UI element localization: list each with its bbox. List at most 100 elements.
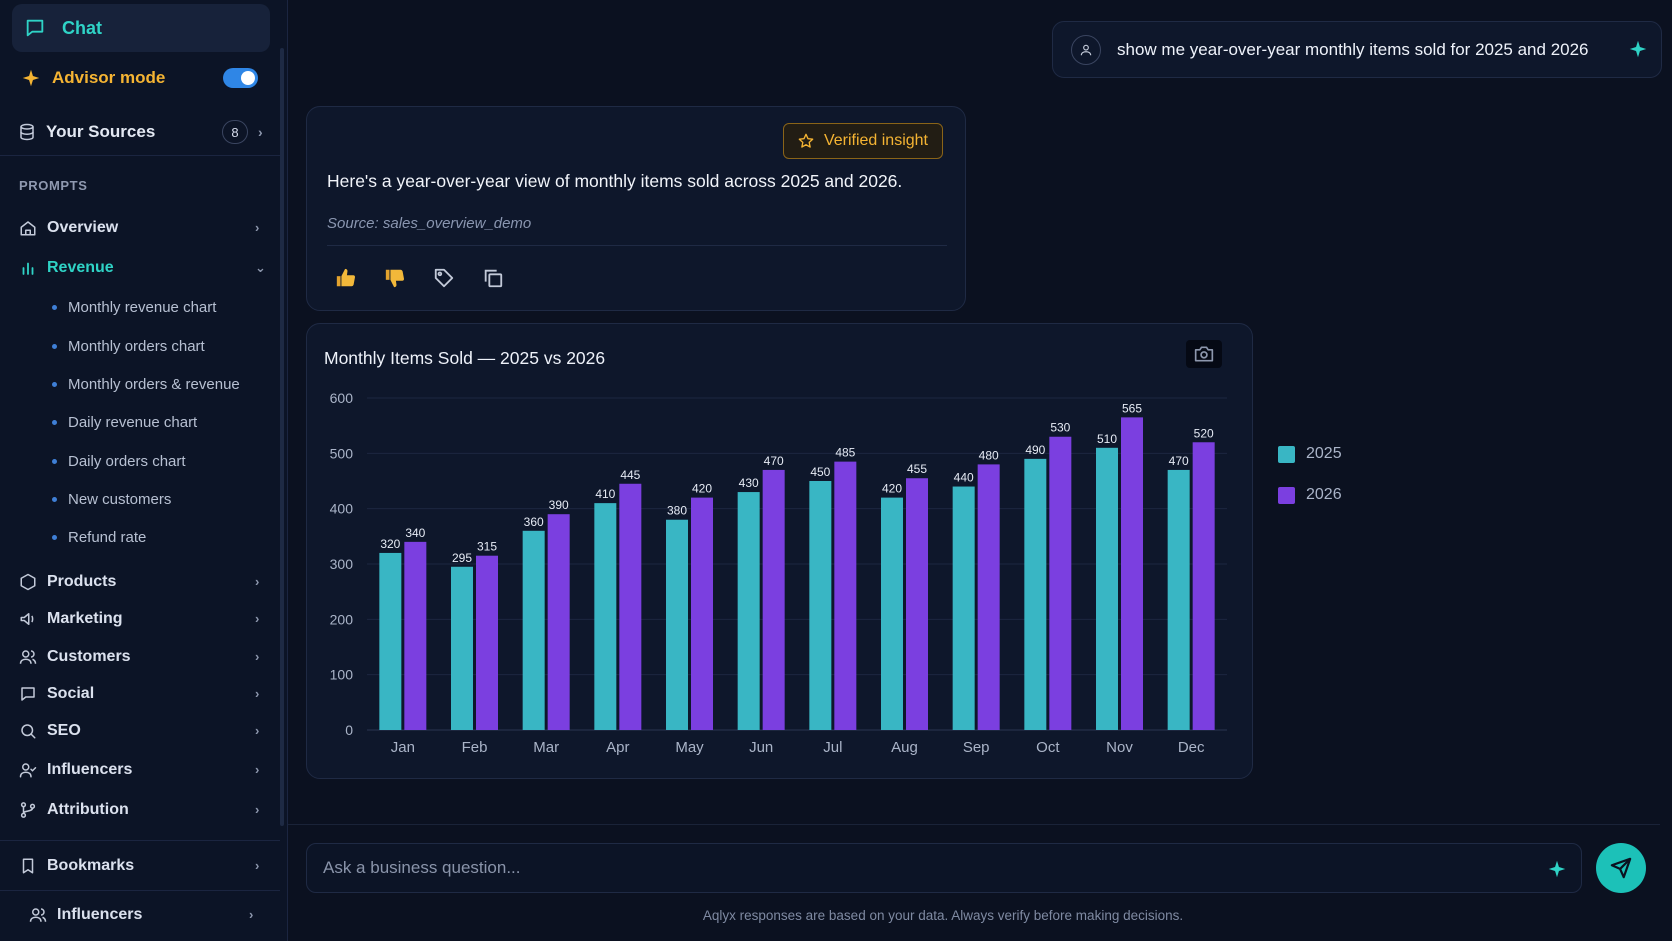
tag-button[interactable]: [431, 265, 457, 291]
bar-2025-jul: [809, 481, 832, 730]
chevron-right-icon: ›: [255, 574, 260, 589]
sidebar-item-label: Bookmarks: [47, 857, 135, 874]
thumbs-up-icon: [336, 268, 356, 287]
sidebar-divider: [0, 155, 280, 156]
data-label: 480: [979, 448, 999, 462]
verified-insight-badge: Verified insight: [782, 123, 943, 159]
bar-2025-oct: [1024, 458, 1047, 730]
chevron-right-icon: ›: [255, 686, 260, 701]
y-tick-label: 400: [330, 501, 354, 517]
data-label: 380: [667, 504, 687, 518]
x-tick-label: Oct: [1036, 739, 1060, 756]
data-label: 430: [739, 476, 759, 490]
send-icon: [1610, 857, 1632, 879]
bar-2025-may: [666, 519, 688, 730]
sparkle-icon[interactable]: [1548, 860, 1566, 878]
bar-2026-apr: [619, 483, 642, 730]
bullet-dot: [52, 343, 57, 349]
data-label: 420: [692, 482, 712, 496]
your-sources-button[interactable]: Your Sources 8 ›: [0, 116, 280, 148]
sidebar-item-label: Influencers: [57, 906, 143, 923]
sidebar-item-overview[interactable]: Overview ›: [0, 211, 280, 245]
legend-item-2025[interactable]: 2025: [1278, 444, 1342, 464]
sidebar-item-attribution[interactable]: Attribution ›: [0, 793, 280, 827]
bar-2025-apr: [594, 503, 617, 730]
user-avatar: [1071, 34, 1101, 65]
y-tick-label: 500: [330, 445, 354, 461]
user-message-bubble: show me year-over-year monthly items sol…: [1052, 21, 1662, 78]
prompt-daily-orders-chart[interactable]: Daily orders chart: [52, 446, 186, 476]
data-label: 470: [1169, 454, 1189, 468]
sidebar-item-revenue[interactable]: Revenue ⌄: [0, 251, 280, 285]
prompts-heading: PROMPTS: [19, 178, 88, 193]
x-tick-label: Aug: [891, 739, 918, 756]
prompt-label: Monthly orders chart: [68, 337, 205, 355]
bar-2026-sep: [977, 464, 1000, 730]
copy-icon: [484, 269, 503, 288]
thumbs-up-button[interactable]: [333, 265, 359, 291]
screenshot-button[interactable]: [1186, 340, 1222, 368]
chevron-right-icon: ›: [258, 124, 263, 140]
sidebar-item-social[interactable]: Social ›: [0, 677, 280, 711]
sidebar-item-customers[interactable]: Customers ›: [0, 640, 280, 674]
sidebar-item-seo[interactable]: SEO ›: [0, 714, 280, 748]
advisor-mode-row: Advisor mode: [0, 62, 280, 94]
users-icon: [29, 908, 47, 922]
sidebar-item-bookmarks[interactable]: Bookmarks ›: [0, 849, 280, 883]
prompt-label: Refund rate: [68, 528, 147, 546]
sidebar-item-products[interactable]: Products ›: [0, 565, 280, 599]
chevron-right-icon: ›: [255, 858, 260, 873]
x-tick-label: Jun: [749, 739, 773, 756]
prompt-label: Daily revenue chart: [68, 413, 198, 431]
chart-card: Monthly Items Sold — 2025 vs 2026 0 100 20…: [306, 323, 1253, 779]
bullet-dot: [52, 534, 57, 540]
legend-swatch: [1278, 445, 1295, 463]
data-label: 440: [954, 471, 974, 485]
data-label: 455: [907, 462, 927, 476]
bullet-dot: [52, 419, 57, 425]
send-button[interactable]: [1596, 843, 1646, 893]
chart-legend: 2025 2026: [1278, 444, 1342, 526]
y-tick-label: 100: [330, 667, 354, 683]
y-tick-label: 600: [330, 390, 354, 406]
bar-2026-feb: [476, 555, 498, 730]
copy-button[interactable]: [480, 265, 506, 291]
response-source: Source: sales_overview_demo: [327, 215, 532, 232]
x-tick-label: Feb: [462, 739, 488, 756]
response-actions: [333, 265, 529, 291]
ask-question-input[interactable]: [306, 843, 1582, 893]
sidebar-scrollbar[interactable]: [280, 48, 284, 826]
prompt-monthly-orders-chart[interactable]: Monthly orders chart: [52, 331, 205, 361]
prompt-monthly-orders-revenue[interactable]: Monthly orders & revenue: [52, 369, 240, 399]
prompt-monthly-revenue-chart[interactable]: Monthly revenue chart: [52, 292, 216, 322]
sidebar-item-influencers[interactable]: Influencers ›: [0, 753, 280, 787]
chat-nav-button[interactable]: Chat: [12, 4, 270, 52]
message-square-icon: [21, 687, 35, 701]
thumbs-down-button[interactable]: [382, 265, 408, 291]
prompt-new-customers[interactable]: New customers: [52, 484, 171, 514]
x-tick-label: Jan: [391, 739, 415, 756]
prompt-refund-rate[interactable]: Refund rate: [52, 522, 146, 552]
response-divider: [327, 245, 947, 246]
legend-item-2026[interactable]: 2026: [1278, 485, 1342, 505]
chevron-right-icon: ›: [255, 723, 260, 738]
tag-icon: [434, 268, 454, 288]
chat-bubble-icon: [26, 19, 44, 37]
sidebar-item-label: SEO: [47, 722, 81, 739]
assistant-response-text: Here's a year-over-year view of monthly …: [327, 171, 903, 191]
sidebar-item-marketing[interactable]: Marketing ›: [0, 602, 280, 636]
data-label: 320: [380, 537, 400, 551]
data-label: 340: [405, 526, 425, 540]
data-label: 490: [1025, 443, 1045, 457]
data-label: 420: [882, 482, 902, 496]
bar-2025-feb: [451, 566, 473, 730]
x-tick-label: Dec: [1178, 739, 1205, 756]
prompt-daily-revenue-chart[interactable]: Daily revenue chart: [52, 407, 197, 437]
sidebar-divider: [0, 890, 280, 891]
sidebar-footer-influencers[interactable]: Influencers ›: [0, 898, 280, 932]
disclaimer-text: Aqlyx responses are based on your data. …: [702, 908, 1184, 923]
prompt-label: Daily orders chart: [68, 452, 186, 470]
verified-insight-label: Verified insight: [823, 132, 928, 149]
assistant-response-card: Verified insight Here's a year-over-year…: [306, 106, 966, 311]
advisor-mode-toggle[interactable]: [223, 68, 258, 88]
